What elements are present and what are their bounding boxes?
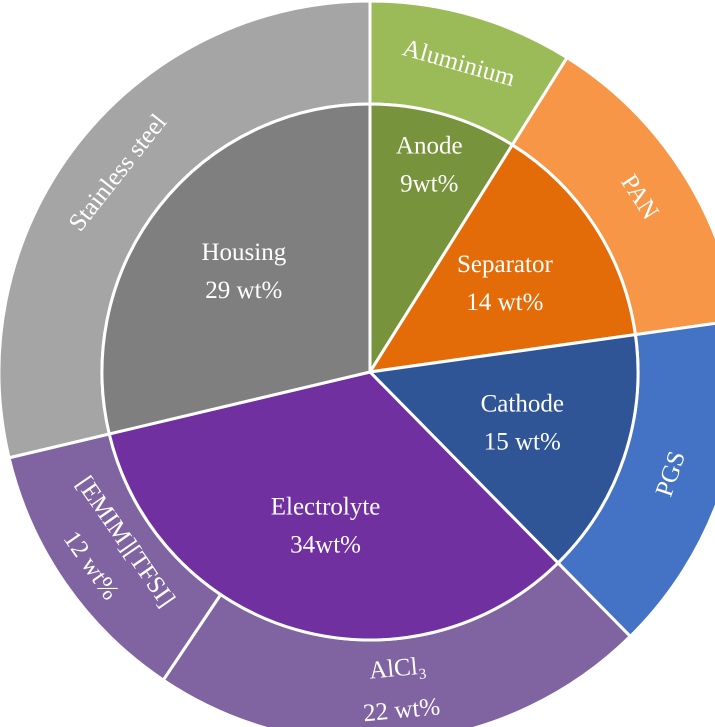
inner-segment <box>100 102 372 436</box>
segment-value-label: 14 wt% <box>466 289 543 316</box>
segment-value-label: 34wt% <box>290 531 361 558</box>
segment-value-label: 15 wt% <box>484 428 561 455</box>
segment-label: Anode <box>396 133 463 160</box>
segment-value-label: 9wt% <box>400 171 458 198</box>
inner-segment <box>368 102 515 378</box>
inner-segment <box>366 332 640 566</box>
segment-label: Electrolyte <box>271 493 381 520</box>
segment-label: AlCl₃ <box>368 652 428 684</box>
segment-label: Separator <box>457 251 553 278</box>
inner-segment <box>367 142 638 374</box>
segment-label: Housing <box>201 239 286 266</box>
inner-segment <box>107 370 561 642</box>
segment-value-label: 29 wt% <box>205 277 282 304</box>
segment-label: Cathode <box>481 390 564 417</box>
